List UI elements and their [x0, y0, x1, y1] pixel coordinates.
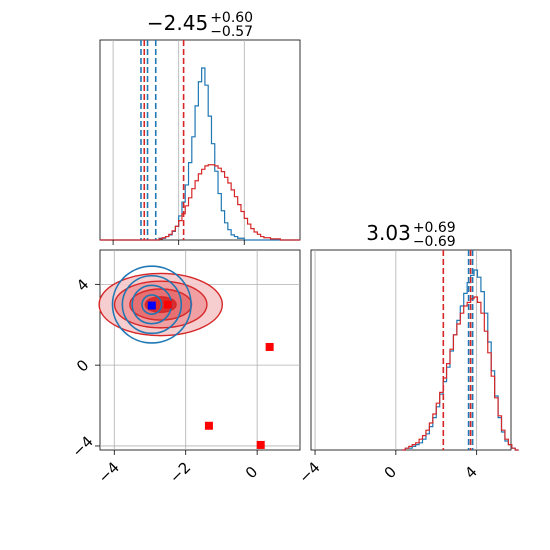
- axes-frame: [99, 249, 301, 451]
- marker-marker_red: [163, 300, 172, 309]
- title-param1-minus: −0.57: [210, 24, 253, 40]
- marker-marker_red: [265, 342, 274, 351]
- joint-contour-plot: [98, 249, 301, 451]
- y-tick-label: 0: [73, 356, 92, 375]
- title-param1: −2.45: [147, 11, 208, 35]
- histogram-step-red: [100, 164, 300, 241]
- y-tick-label: 4: [73, 275, 92, 294]
- contour-blue: [111, 265, 192, 344]
- title-param2-minus: −0.69: [413, 234, 456, 250]
- histogram-step-blue: [100, 67, 300, 241]
- marker-marker_red: [204, 421, 213, 430]
- marker-marker_red: [256, 440, 265, 449]
- contour-blue: [121, 274, 183, 335]
- x-tick-label: −4: [295, 458, 323, 486]
- marginal-histogram-param2: [310, 249, 519, 451]
- x-tick-label: 4: [461, 463, 480, 482]
- axes-frame: [310, 249, 512, 451]
- contour-blue: [141, 294, 163, 315]
- y-tick-label: −4: [69, 432, 97, 460]
- marker-marker_blue: [147, 301, 156, 310]
- x-tick-label: −4: [95, 458, 123, 486]
- x-tick-label: 0: [381, 463, 400, 482]
- title-param2-plus: +0.69: [413, 220, 456, 236]
- x-tick-label: −2: [166, 458, 194, 486]
- axes-frame: [99, 39, 301, 241]
- marginal-histogram-param1: [99, 39, 301, 241]
- histogram-step-red: [401, 296, 519, 451]
- title-param1-plus: +0.60: [210, 10, 253, 26]
- title-param2: 3.03: [366, 221, 411, 245]
- x-tick-label: 0: [242, 463, 261, 482]
